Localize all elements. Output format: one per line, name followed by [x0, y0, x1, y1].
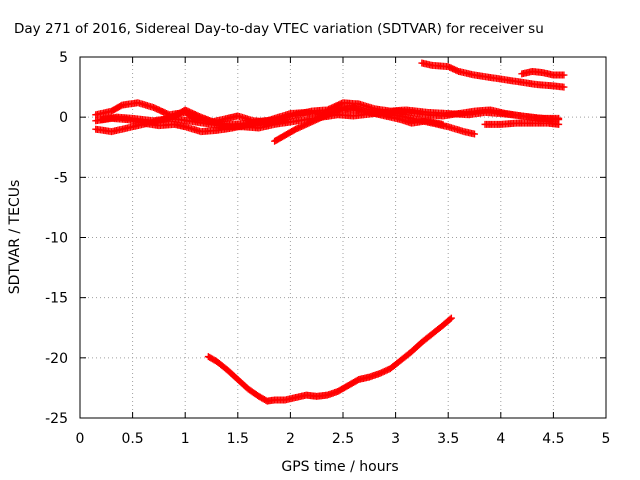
y-tick-label: -20	[45, 351, 68, 367]
x-tick-label: 4.5	[542, 431, 564, 447]
y-tick-label: 0	[59, 110, 68, 126]
series-track-5	[271, 104, 447, 145]
y-axis-label: SDTVAR / TECUs	[7, 180, 23, 295]
x-tick-label: 0.5	[121, 431, 143, 447]
x-tick-label: 1.5	[227, 431, 249, 447]
x-axis-label: GPS time / hours	[281, 459, 398, 475]
y-tick-label: -15	[45, 291, 68, 307]
data-point	[447, 314, 455, 322]
data-point	[555, 114, 563, 122]
chart-title: Day 271 of 2016, Sidereal Day-to-day VTE…	[14, 21, 544, 37]
data-point	[439, 120, 447, 128]
y-tick-label: 5	[59, 50, 68, 66]
x-tick-label: 2.5	[332, 431, 354, 447]
x-tick-label: 5	[602, 431, 611, 447]
x-tick-label: 4	[496, 431, 505, 447]
data-point	[560, 83, 568, 91]
data-point	[446, 315, 454, 323]
x-tick-label: 3.5	[437, 431, 459, 447]
x-tick-label: 1	[181, 431, 190, 447]
series-track-6	[481, 119, 563, 128]
y-tick-label: -25	[45, 411, 68, 427]
series-track-7	[418, 59, 568, 91]
x-tick-label: 0	[76, 431, 85, 447]
data-point	[560, 71, 568, 79]
y-tick-label: -5	[54, 170, 68, 186]
series-track-8	[518, 67, 568, 79]
series-track-4	[97, 106, 563, 132]
series-track-9	[204, 314, 455, 405]
x-tick-label: 2	[286, 431, 295, 447]
data-point	[471, 130, 478, 138]
y-tick-label: -10	[45, 231, 68, 247]
axis-ticks: 0 0.5 1 1.5 2 2.5 3 3.5 4 4.5 5 5 0 -5 -10 -15 -20 -25	[45, 50, 610, 447]
data-series	[92, 59, 568, 405]
x-tick-label: 3	[391, 431, 400, 447]
data-point	[555, 120, 563, 128]
